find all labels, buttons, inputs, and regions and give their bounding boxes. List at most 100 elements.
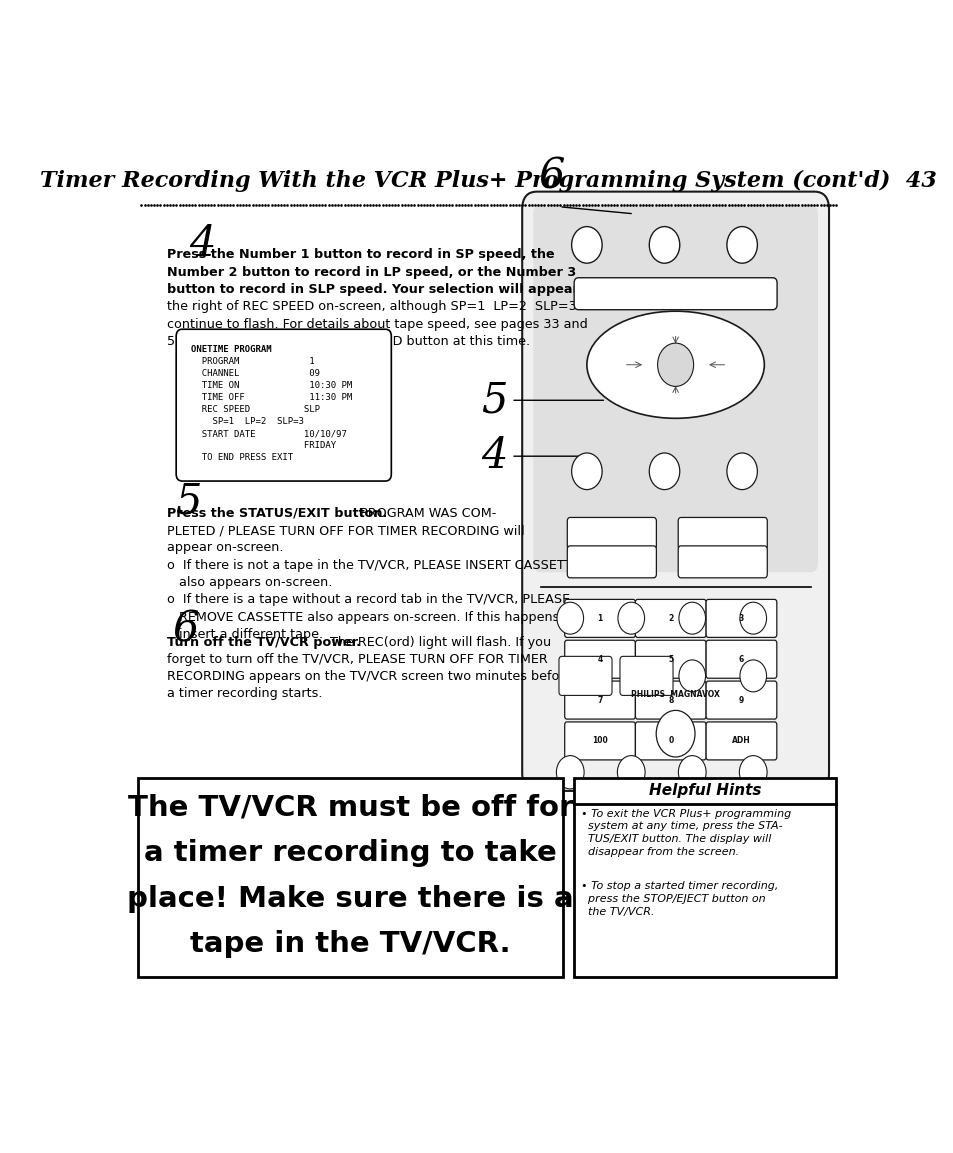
- Circle shape: [649, 227, 679, 263]
- Circle shape: [656, 710, 695, 758]
- Text: o  If there is a tape without a record tab in the TV/VCR, PLEASE: o If there is a tape without a record ta…: [167, 594, 570, 606]
- Text: 4: 4: [190, 223, 215, 265]
- Text: the right of REC SPEED on-screen, although SP=1  LP=2  SLP=3 will: the right of REC SPEED on-screen, althou…: [167, 301, 601, 314]
- Circle shape: [618, 602, 644, 634]
- Text: 9: 9: [738, 695, 743, 704]
- Text: ONETIME PROGRAM: ONETIME PROGRAM: [191, 345, 272, 354]
- Text: 3: 3: [738, 613, 743, 623]
- Text: insert a different tape.: insert a different tape.: [167, 628, 323, 641]
- FancyBboxPatch shape: [635, 640, 705, 678]
- Circle shape: [678, 755, 705, 789]
- Circle shape: [556, 755, 583, 789]
- FancyBboxPatch shape: [678, 518, 766, 550]
- FancyBboxPatch shape: [567, 518, 656, 550]
- FancyBboxPatch shape: [574, 278, 777, 310]
- FancyBboxPatch shape: [564, 722, 635, 760]
- Text: 5: 5: [480, 379, 507, 421]
- Circle shape: [740, 660, 766, 692]
- Text: continue to flash. For details about tape speed, see pages 33 and: continue to flash. For details about tap…: [167, 318, 587, 331]
- Text: • To stop a started timer recording,
  press the STOP/EJECT button on
  the TV/V: • To stop a started timer recording, pre…: [580, 881, 778, 917]
- Circle shape: [557, 602, 583, 634]
- Circle shape: [649, 453, 679, 490]
- Text: 6: 6: [172, 609, 199, 651]
- FancyBboxPatch shape: [635, 681, 705, 719]
- Text: TO END PRESS EXIT: TO END PRESS EXIT: [191, 453, 293, 462]
- Ellipse shape: [586, 311, 763, 419]
- FancyBboxPatch shape: [705, 681, 776, 719]
- Text: Turn off the TV/VCR power.: Turn off the TV/VCR power.: [167, 635, 361, 648]
- Text: Press the Number 1 button to record in SP speed, the: Press the Number 1 button to record in S…: [167, 248, 555, 262]
- Circle shape: [740, 602, 766, 634]
- Text: REMOVE CASSETTE also appears on-screen. If this happens,: REMOVE CASSETTE also appears on-screen. …: [167, 611, 563, 624]
- Text: Press the STATUS/EXIT button.: Press the STATUS/EXIT button.: [167, 507, 387, 520]
- Text: START DATE         10/10/97: START DATE 10/10/97: [191, 429, 347, 438]
- Text: 5: 5: [174, 480, 201, 522]
- Text: 55. You cannot use the (Tape) SPEED button at this time.: 55. You cannot use the (Tape) SPEED butt…: [167, 336, 530, 348]
- Bar: [137, 777, 562, 978]
- Text: TIME OFF            11:30 PM: TIME OFF 11:30 PM: [191, 393, 352, 402]
- Text: 5: 5: [667, 655, 673, 664]
- Text: tape in the TV/VCR.: tape in the TV/VCR.: [190, 930, 510, 958]
- FancyBboxPatch shape: [619, 656, 672, 695]
- FancyBboxPatch shape: [635, 722, 705, 760]
- Text: 0: 0: [667, 737, 673, 746]
- FancyBboxPatch shape: [705, 722, 776, 760]
- Text: SP=1  LP=2  SLP=3: SP=1 LP=2 SLP=3: [191, 417, 303, 427]
- FancyBboxPatch shape: [564, 640, 635, 678]
- Text: place! Make sure there is a: place! Make sure there is a: [127, 884, 573, 912]
- Text: also appears on-screen.: also appears on-screen.: [167, 576, 333, 589]
- FancyBboxPatch shape: [705, 600, 776, 638]
- Text: PHILIPS  MAGNAVOX: PHILIPS MAGNAVOX: [631, 689, 720, 699]
- FancyBboxPatch shape: [635, 600, 705, 638]
- Text: forget to turn off the TV/VCR, PLEASE TURN OFF FOR TIMER: forget to turn off the TV/VCR, PLEASE TU…: [167, 653, 547, 665]
- Circle shape: [726, 453, 757, 490]
- Circle shape: [739, 755, 766, 789]
- Text: Helpful Hints: Helpful Hints: [648, 783, 760, 798]
- Circle shape: [571, 227, 601, 263]
- Text: Timer Recording With the VCR Plus+ Programming System (cont'd)  43: Timer Recording With the VCR Plus+ Progr…: [40, 169, 937, 191]
- FancyBboxPatch shape: [521, 191, 828, 791]
- Circle shape: [679, 660, 705, 692]
- FancyBboxPatch shape: [678, 545, 766, 578]
- Text: 4: 4: [480, 435, 507, 477]
- Text: a timer recording starts.: a timer recording starts.: [167, 687, 322, 701]
- FancyBboxPatch shape: [564, 600, 635, 638]
- Text: TIME ON             10:30 PM: TIME ON 10:30 PM: [191, 382, 352, 390]
- Text: PROGRAM WAS COM-: PROGRAM WAS COM-: [355, 507, 496, 520]
- FancyBboxPatch shape: [567, 545, 656, 578]
- FancyBboxPatch shape: [533, 205, 817, 572]
- FancyBboxPatch shape: [564, 681, 635, 719]
- Circle shape: [726, 227, 757, 263]
- Circle shape: [571, 453, 601, 490]
- Text: 1: 1: [597, 613, 602, 623]
- Text: 4: 4: [597, 655, 602, 664]
- FancyBboxPatch shape: [176, 330, 391, 481]
- Circle shape: [617, 755, 644, 789]
- Text: PROGRAM             1: PROGRAM 1: [191, 357, 314, 367]
- Text: 6: 6: [537, 156, 564, 198]
- Text: PLETED / PLEASE TURN OFF FOR TIMER RECORDING will: PLETED / PLEASE TURN OFF FOR TIMER RECOR…: [167, 525, 524, 537]
- Text: ADH: ADH: [731, 737, 750, 746]
- Text: CHANNEL             09: CHANNEL 09: [191, 369, 319, 378]
- Text: 6: 6: [738, 655, 743, 664]
- Text: a timer recording to take: a timer recording to take: [144, 839, 557, 867]
- Text: Number 2 button to record in LP speed, or the Number 3: Number 2 button to record in LP speed, o…: [167, 265, 576, 279]
- Circle shape: [657, 344, 693, 386]
- Text: 8: 8: [667, 695, 673, 704]
- Text: FRIDAY: FRIDAY: [191, 442, 335, 450]
- Text: RECORDING appears on the TV/VCR screen two minutes before: RECORDING appears on the TV/VCR screen t…: [167, 670, 572, 684]
- Text: appear on-screen.: appear on-screen.: [167, 542, 283, 555]
- Bar: [574, 777, 836, 978]
- Text: button to record in SLP speed. Your selection will appear to: button to record in SLP speed. Your sele…: [167, 284, 598, 296]
- Text: • To exit the VCR Plus+ programming
  system at any time, press the STA-
  TUS/E: • To exit the VCR Plus+ programming syst…: [580, 808, 791, 857]
- Text: o  If there is not a tape in the TV/VCR, PLEASE INSERT CASSETTE: o If there is not a tape in the TV/VCR, …: [167, 559, 580, 572]
- Text: The REC(ord) light will flash. If you: The REC(ord) light will flash. If you: [326, 635, 551, 648]
- Text: 7: 7: [597, 695, 602, 704]
- Text: 100: 100: [592, 737, 607, 746]
- FancyBboxPatch shape: [705, 640, 776, 678]
- Text: The TV/VCR must be off for: The TV/VCR must be off for: [128, 793, 573, 822]
- Text: 2: 2: [667, 613, 673, 623]
- Circle shape: [679, 602, 705, 634]
- Text: REC SPEED          SLP: REC SPEED SLP: [191, 405, 319, 414]
- FancyBboxPatch shape: [558, 656, 612, 695]
